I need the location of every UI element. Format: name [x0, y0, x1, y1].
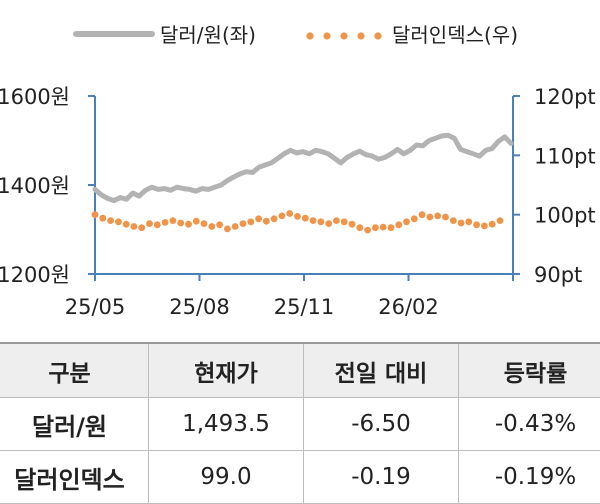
dxy-point: [449, 217, 457, 225]
row-label-dxy: 달러인덱스: [0, 450, 149, 504]
dxy-point: [262, 217, 270, 225]
dxy-point: [216, 221, 224, 229]
dxy-point: [255, 215, 262, 223]
x-axis-tick-label: 25/08: [169, 295, 230, 319]
dxy-point: [192, 217, 200, 225]
x-axis-tick-label: 26/02: [378, 295, 439, 319]
dxy-point: [294, 213, 301, 220]
dxy-point: [364, 226, 371, 234]
dxy-point: [473, 221, 480, 229]
quote-table: 구분 현재가 전일 대비 등락률 달러/원 1,493.5 -6.50 -0.4…: [0, 342, 600, 504]
dxy-point: [340, 218, 348, 226]
dxy-point: [278, 212, 286, 220]
dxy-point: [434, 212, 442, 220]
legend: 달러/원(좌) 달러인덱스(우): [73, 23, 518, 47]
left-axis-tick-label: 1600원: [0, 85, 70, 109]
dxy-point: [161, 219, 169, 226]
right-axis-tick-label: 100pt: [534, 204, 596, 228]
dxy-point: [122, 220, 130, 228]
dxy-point: [153, 221, 161, 229]
series-usdkrw: [92, 132, 514, 204]
left-axis: 1200원 1400원 1600원: [0, 85, 96, 287]
dxy-point: [146, 220, 153, 228]
dxy-point: [481, 222, 488, 230]
dxy-point: [442, 213, 449, 221]
dxy-point: [138, 224, 146, 232]
dxy-point: [418, 211, 426, 219]
usdkrw-line: [92, 132, 514, 204]
legend-dot: [323, 32, 331, 40]
dxy-point: [488, 220, 496, 228]
legend-dot: [340, 32, 348, 40]
dxy-point: [200, 220, 208, 228]
left-axis-tick-label: 1400원: [0, 174, 70, 198]
legend-label-usdkrw: 달러/원(좌): [160, 23, 256, 47]
right-axis-tick-label: 120pt: [534, 85, 596, 109]
x-axis: 25/05 25/08 25/11 26/02: [65, 273, 514, 319]
dxy-point: [208, 223, 216, 230]
dxy-point: [403, 218, 410, 226]
dxy-point: [395, 221, 403, 229]
dxy-point: [270, 215, 278, 223]
dxy-point: [356, 224, 364, 232]
left-axis-tick-label: 1200원: [0, 263, 70, 287]
header-category: 구분: [0, 342, 149, 398]
dxy-point: [410, 215, 418, 223]
dxy-point: [169, 217, 177, 225]
pct-usdkrw: -0.43%: [458, 397, 600, 451]
dxy-point: [115, 218, 122, 226]
legend-swatch-dxy: [306, 32, 382, 40]
x-axis-tick-label: 25/05: [65, 295, 126, 319]
dxy-point: [426, 213, 434, 221]
dxy-point: [496, 217, 504, 225]
header-current-price: 현재가: [148, 342, 304, 398]
change-usdkrw: -6.50: [303, 397, 459, 451]
dxy-point: [379, 223, 387, 231]
table-row: 달러/원 1,493.5 -6.50 -0.43%: [0, 397, 600, 451]
dxy-point: [99, 214, 107, 222]
dxy-point: [130, 223, 138, 230]
dxy-point: [231, 223, 239, 230]
dxy-point: [107, 217, 114, 225]
dxy-point: [239, 220, 247, 228]
table-row: 달러인덱스 99.0 -0.19 -0.19%: [0, 450, 600, 504]
series-dxy: [91, 210, 504, 234]
dxy-point: [185, 220, 192, 228]
table-header-row: 구분 현재가 전일 대비 등락률: [0, 342, 600, 398]
legend-dot: [374, 32, 382, 40]
dxy-point: [309, 217, 317, 225]
header-change: 전일 대비: [303, 342, 459, 398]
change-dxy: -0.19: [303, 450, 459, 504]
price-usdkrw: 1,493.5: [148, 397, 304, 451]
right-axis-tick-label: 110pt: [534, 144, 596, 168]
dxy-point: [457, 219, 465, 227]
x-axis-tick-label: 25/11: [274, 295, 335, 319]
dxy-point: [325, 220, 333, 228]
dxy-point: [333, 217, 340, 225]
dxy-point: [465, 218, 473, 226]
dxy-point: [372, 224, 379, 232]
pct-dxy: -0.19%: [458, 450, 600, 504]
legend-label-dxy: 달러인덱스(우): [392, 23, 518, 47]
dxy-point: [387, 224, 395, 232]
dxy-point: [91, 211, 99, 219]
dxy-point: [348, 220, 356, 228]
price-dxy: 99.0: [148, 450, 304, 504]
exchange-rate-chart: 달러/원(좌) 달러인덱스(우) 1200원 1400원 1600원 90pt 100…: [0, 23, 596, 319]
header-change-rate: 등락률: [458, 342, 600, 398]
legend-dot: [306, 32, 314, 40]
dxy-point: [224, 225, 231, 233]
legend-dot: [357, 32, 365, 40]
dxy-point: [247, 218, 255, 226]
row-label-usdkrw: 달러/원: [0, 397, 149, 451]
dxy-point: [177, 219, 185, 227]
dxy-point: [317, 218, 325, 226]
right-axis: 90pt 100pt 110pt 120pt: [512, 85, 596, 287]
dxy-point: [301, 214, 309, 222]
dxy-point: [286, 210, 294, 217]
right-axis-tick-label: 90pt: [534, 263, 582, 287]
